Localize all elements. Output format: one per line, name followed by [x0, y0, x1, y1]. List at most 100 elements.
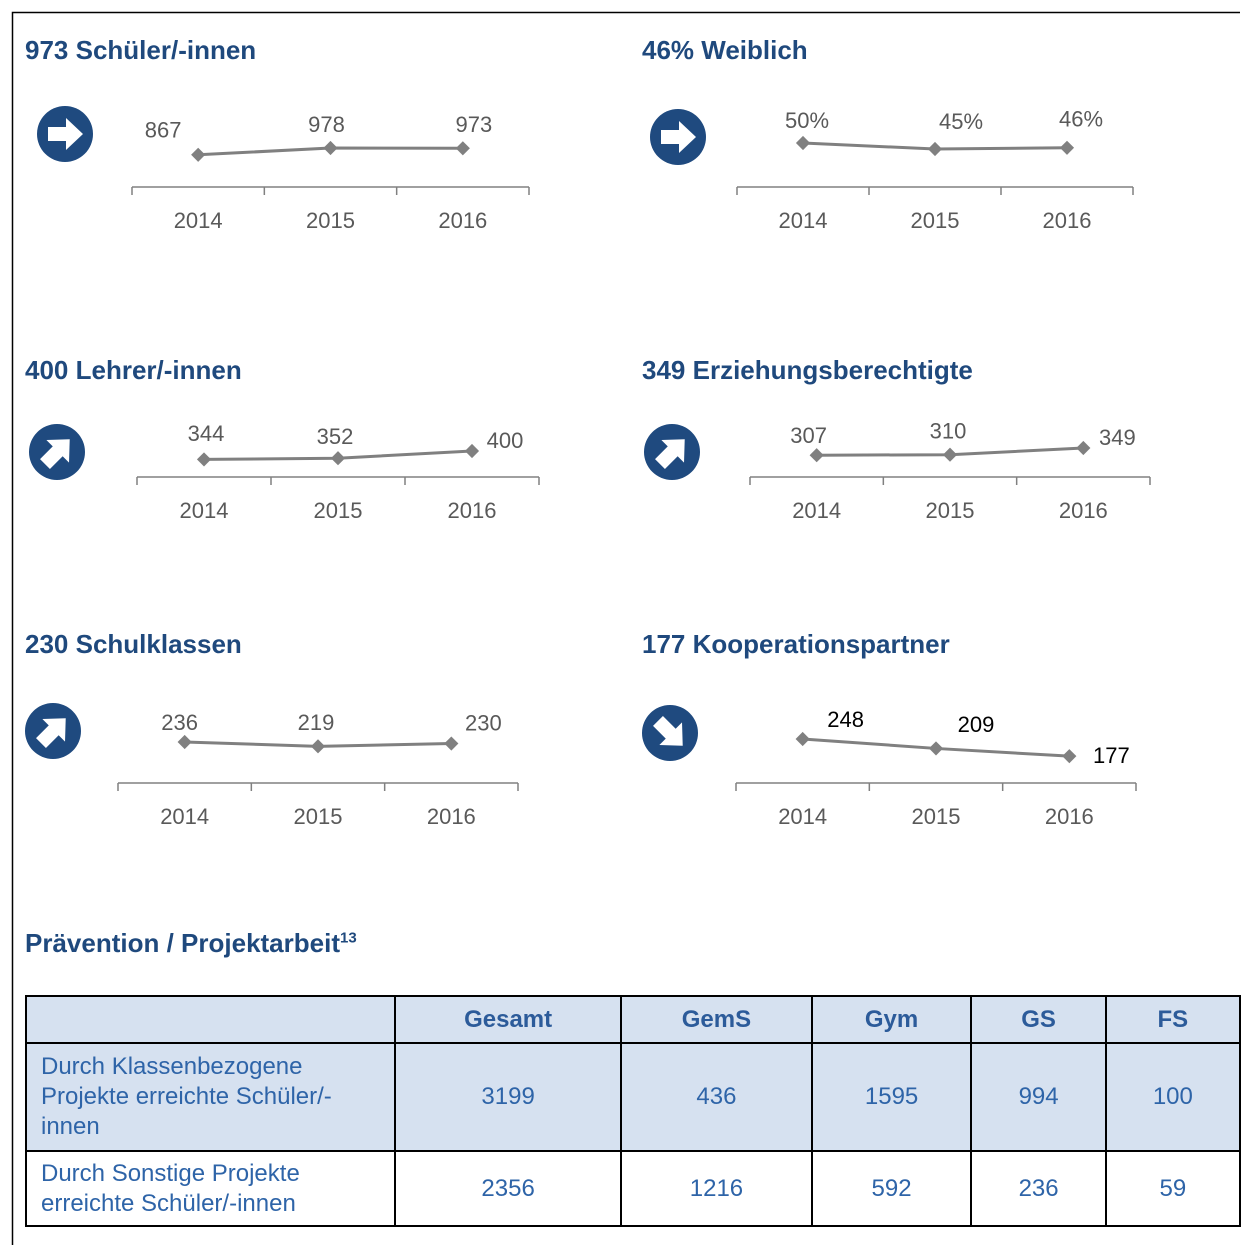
data-label: 973 — [455, 112, 492, 137]
data-label: 50% — [785, 108, 829, 133]
marker — [196, 452, 212, 467]
x-tick-label: 2015 — [912, 804, 961, 829]
table-cell: 236 — [970, 1150, 1107, 1227]
header-row: Gesamt GemS Gym GS FS — [25, 995, 1241, 1044]
data-label: 349 — [1099, 425, 1136, 450]
section-heading: Prävention / Projektarbeit13 — [25, 928, 357, 959]
chart-title: 177 Kooperationspartner — [642, 629, 950, 659]
marker — [323, 140, 338, 156]
marker — [310, 739, 326, 754]
x-tick-label: 2016 — [438, 208, 487, 233]
chart-title: 973 Schüler/-innen — [25, 35, 256, 65]
marker — [191, 147, 206, 162]
trend-icon — [642, 705, 698, 761]
data-label: 307 — [790, 423, 827, 448]
data-label: 867 — [145, 118, 182, 143]
x-tick-label: 2015 — [306, 208, 355, 233]
frame — [11, 11, 1240, 1245]
section-title: Prävention / Projektarbeit — [25, 928, 340, 958]
marker — [928, 741, 944, 756]
table-row: Durch Sonstige Projekte erreichte Schüle… — [25, 1150, 1241, 1227]
table-cell: 2356 — [393, 1150, 623, 1227]
marker — [1076, 440, 1091, 456]
chart-title: 349 Erziehungsberechtigte — [642, 355, 973, 385]
data-label: 248 — [827, 707, 864, 732]
marker — [455, 141, 470, 156]
icon-arrow — [661, 121, 696, 153]
trend-icon — [24, 703, 81, 759]
header-cell: FS — [1104, 995, 1241, 1044]
data-label: 46% — [1059, 107, 1103, 132]
data-label: 352 — [317, 424, 354, 449]
x-tick-label: 2016 — [1043, 208, 1092, 233]
marker — [464, 443, 480, 459]
x-tick-label: 2014 — [779, 208, 828, 233]
header-cell: Gesamt — [393, 995, 623, 1044]
table-cell: 100 — [1104, 1042, 1241, 1152]
x-tick-label: 2014 — [174, 208, 223, 233]
x-tick-label: 2016 — [427, 804, 476, 829]
header-cell: GS — [970, 995, 1107, 1044]
icon-arrow — [653, 716, 683, 746]
trend-icon — [37, 106, 93, 162]
data-label: 209 — [958, 712, 995, 737]
icon-arrow — [655, 439, 685, 469]
icon-arrow — [36, 718, 66, 748]
marker — [809, 448, 824, 463]
x-tick-label: 2016 — [1045, 804, 1094, 829]
table-cell: 1595 — [810, 1042, 973, 1152]
marker — [177, 734, 192, 750]
x-tick-label: 2014 — [792, 498, 841, 523]
data-label: 45% — [939, 109, 983, 134]
x-tick-label: 2015 — [926, 498, 975, 523]
data-label: 230 — [465, 710, 502, 735]
table-cell: 592 — [810, 1150, 973, 1227]
table-cell: 1216 — [620, 1150, 813, 1227]
x-tick-label: 2016 — [448, 498, 497, 523]
data-label: 219 — [298, 710, 335, 735]
data-label: 400 — [487, 428, 524, 453]
marker — [795, 731, 810, 747]
data-label: 344 — [188, 421, 225, 446]
x-tick-label: 2014 — [180, 498, 229, 523]
data-label: 177 — [1093, 743, 1130, 768]
data-label: 978 — [308, 112, 345, 137]
footnote-ref: 13 — [339, 929, 357, 947]
table: Gesamt GemS Gym GS FS Durch Klassenbezogene … — [25, 995, 1241, 1227]
marker — [1059, 140, 1075, 155]
table-cell: 59 — [1104, 1150, 1241, 1227]
marker — [1062, 749, 1077, 764]
trend-icon — [644, 424, 700, 480]
trend-icon — [28, 424, 85, 480]
marker — [927, 141, 943, 157]
chart-title: 400 Lehrer/-innen — [25, 355, 242, 385]
x-tick-label: 2014 — [160, 804, 209, 829]
header-cell: Gym — [810, 995, 973, 1044]
chart-title: 46% Weiblich — [642, 35, 808, 65]
header-cell — [25, 995, 396, 1044]
table-row: Durch Klassenbezogene Projekte erreichte… — [25, 1042, 1241, 1152]
marker — [330, 451, 346, 466]
marker — [942, 447, 958, 462]
icon-arrow — [48, 118, 83, 150]
header-cell: GemS — [620, 995, 813, 1044]
chart-title: 230 Schulklassen — [25, 629, 242, 659]
marker — [795, 135, 811, 151]
table-cell: 3199 — [393, 1042, 623, 1152]
marker — [444, 736, 459, 751]
x-tick-label: 2014 — [778, 804, 827, 829]
table-cell: 994 — [970, 1042, 1107, 1152]
row-label: Durch Sonstige Projekte erreichte Schüle… — [25, 1150, 396, 1227]
data-label: 236 — [161, 710, 198, 735]
x-tick-label: 2016 — [1059, 498, 1108, 523]
icon-arrow — [40, 439, 70, 469]
row-label: Durch Klassenbezogene Projekte erreichte… — [25, 1042, 396, 1152]
data-label: 310 — [930, 419, 967, 444]
x-tick-label: 2015 — [294, 804, 343, 829]
table-cell: 436 — [620, 1042, 813, 1152]
trend-icon — [650, 109, 706, 165]
x-tick-label: 2015 — [314, 498, 363, 523]
x-tick-label: 2015 — [911, 208, 960, 233]
